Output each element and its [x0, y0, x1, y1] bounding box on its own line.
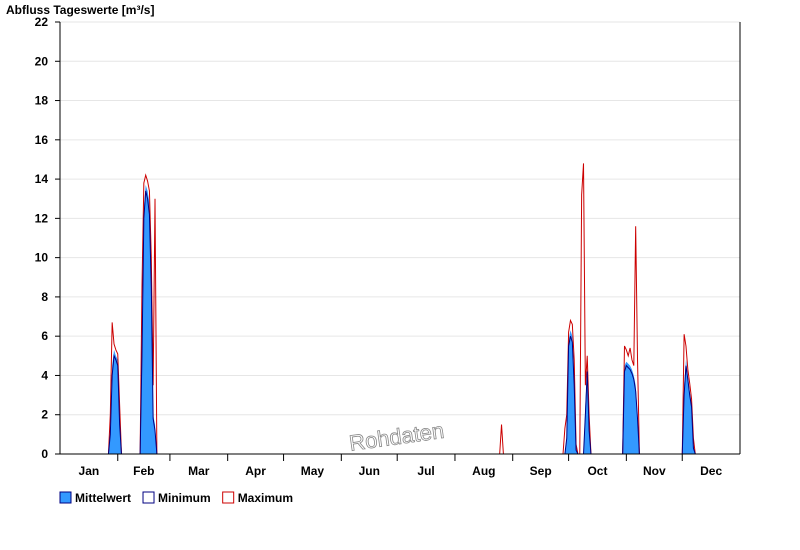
legend-swatch-minimum	[142, 491, 155, 504]
x-tick-label: Oct	[587, 464, 607, 478]
series-line-maximum	[60, 163, 740, 455]
legend-label-mittelwert: Mittelwert	[75, 491, 131, 505]
y-tick-label: 20	[35, 54, 49, 68]
series-layer	[60, 163, 740, 455]
x-tick-label: Sep	[530, 464, 552, 478]
y-tick-label: 12	[35, 211, 49, 225]
y-tick-label: 10	[35, 251, 49, 265]
x-ticks: Jan Feb Mar Apr May Jun Jul Aug Sep Oct Nov Dec	[79, 454, 722, 478]
y-axis-title: Abfluss Tageswerte [m³/s]	[6, 3, 154, 17]
legend: Mittelwert Minimum Maximum	[59, 491, 293, 505]
y-tick-label: 18	[35, 94, 49, 108]
x-tick-label: May	[301, 464, 325, 478]
x-tick-label: Aug	[472, 464, 495, 478]
y-ticks: 0 2 4 6 8 10 12 14 16 18 20 22	[35, 15, 60, 461]
x-tick-label: Dec	[700, 464, 722, 478]
legend-label-minimum: Minimum	[158, 491, 211, 505]
y-tick-label: 14	[35, 172, 49, 186]
y-tick-label: 4	[41, 368, 48, 382]
legend-swatch-mittelwert	[59, 491, 72, 504]
grid	[60, 21, 740, 416]
legend-label-maximum: Maximum	[238, 491, 293, 505]
series-area-mittelwert	[60, 184, 740, 455]
x-tick-label: Jun	[359, 464, 380, 478]
x-tick-label: Jul	[417, 464, 434, 478]
y-tick-label: 16	[35, 133, 49, 147]
x-tick-label: Jan	[79, 464, 100, 478]
legend-swatch-maximum	[222, 491, 235, 504]
y-tick-label: 0	[41, 447, 48, 461]
y-tick-label: 8	[41, 290, 48, 304]
x-tick-label: Feb	[133, 464, 154, 478]
y-tick-label: 22	[35, 15, 49, 29]
y-tick-label: 6	[41, 329, 48, 343]
watermark-text: Rohdaten	[348, 418, 446, 456]
y-tick-label: 2	[41, 408, 48, 422]
x-tick-label: Nov	[643, 464, 666, 478]
x-tick-label: Mar	[188, 464, 210, 478]
x-tick-label: Apr	[245, 464, 266, 478]
